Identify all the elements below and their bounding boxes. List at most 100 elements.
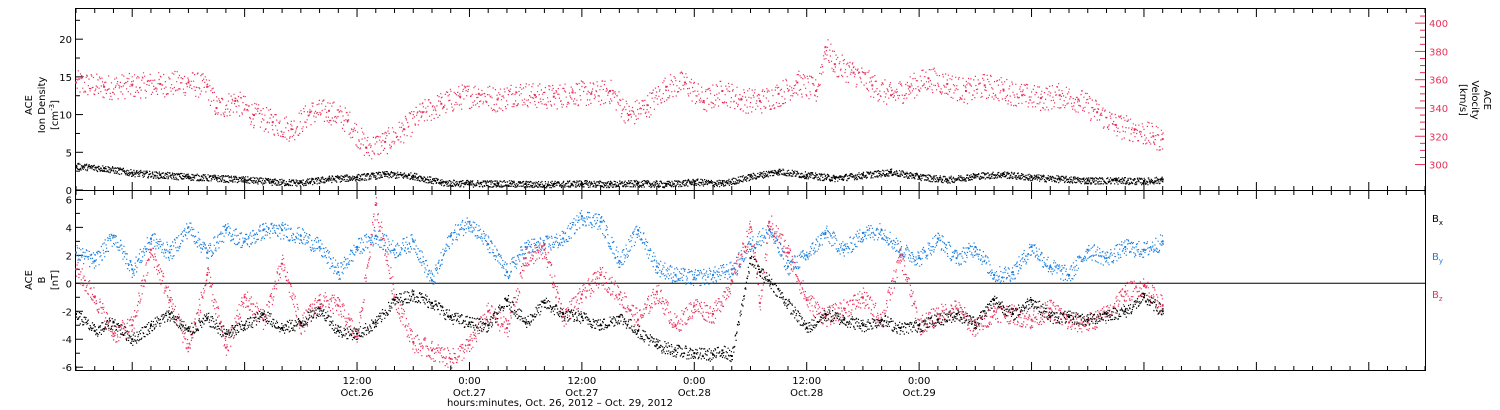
bx-point-57 — [1124, 310, 1127, 313]
bx-point-6 — [187, 329, 190, 332]
bz-point-38 — [768, 220, 771, 223]
velocity-point-56 — [1133, 128, 1136, 131]
x-tick-date-3: Oct.28 — [678, 388, 711, 399]
velocity-point-58 — [1161, 138, 1164, 141]
bz-point-0 — [75, 268, 77, 271]
bz-point-59 — [1161, 304, 1164, 307]
bx-point-53 — [1049, 315, 1052, 318]
b-axis-label-line1: ACE — [24, 270, 35, 290]
density-point-25 — [777, 170, 780, 173]
bx-point-23 — [505, 299, 508, 302]
velocity-point-54 — [1096, 111, 1099, 114]
velocity-point-20 — [477, 92, 480, 95]
by-point-48 — [974, 245, 977, 248]
bx-point-51 — [1011, 313, 1014, 316]
bx-point-55 — [1086, 318, 1089, 321]
density-point-15 — [496, 182, 499, 185]
bz-point-20 — [449, 357, 452, 360]
bz-point-45 — [899, 254, 902, 257]
velocity-point-30 — [665, 85, 668, 88]
by-point-27 — [580, 215, 583, 218]
bz-point-4 — [149, 248, 152, 251]
bz-point-30 — [637, 318, 640, 321]
x-tick-date-4: Oct.28 — [790, 388, 823, 399]
velocity-point-40 — [833, 63, 836, 66]
bz-point-27 — [580, 293, 583, 296]
bx-point-2 — [112, 321, 115, 324]
velocity-point-41 — [852, 71, 855, 74]
density-point-4 — [187, 175, 190, 178]
velocity-point-45 — [927, 77, 930, 80]
velocity-point-34 — [740, 98, 743, 101]
by-point-19 — [430, 279, 433, 282]
x-tick-date-1: Oct.27 — [453, 388, 486, 399]
density-point-39 — [1161, 178, 1164, 181]
bz-point-47 — [936, 313, 939, 316]
by-point-46 — [936, 237, 939, 240]
by-point-29 — [618, 259, 621, 262]
density-point-21 — [665, 182, 668, 185]
bz-point-11 — [281, 262, 284, 265]
by-point-3 — [131, 268, 134, 271]
bz-point-32 — [674, 324, 677, 327]
velocity-tick-label-5: 400 — [1429, 19, 1448, 30]
legend-by: By — [1432, 252, 1443, 265]
bz-point-7 — [206, 273, 209, 276]
velocity-point-16 — [402, 128, 405, 131]
velocity-tick-label-3: 360 — [1429, 76, 1448, 87]
by-point-53 — [1068, 273, 1071, 276]
bz-point-5 — [168, 299, 171, 302]
by-point-13 — [318, 245, 321, 248]
velocity-point-13 — [346, 119, 349, 122]
x-tick-time-4: 12:00 — [792, 376, 821, 387]
bx-point-31 — [655, 343, 658, 346]
velocity-point-24 — [552, 95, 555, 98]
density-point-28 — [861, 173, 864, 176]
by-point-22 — [487, 243, 490, 246]
by-scatter — [76, 210, 1164, 287]
by-point-31 — [655, 265, 658, 268]
density-tick-label-3: 15 — [59, 73, 72, 84]
density-axis-label-line1: ACE — [24, 95, 35, 115]
bz-point-24 — [524, 257, 527, 260]
by-point-32 — [674, 273, 677, 276]
density-point-38 — [1142, 179, 1145, 182]
by-point-10 — [262, 229, 265, 232]
b-tick-label-1: -4 — [62, 335, 72, 346]
velocity-tick-label-0: 300 — [1429, 161, 1448, 172]
by-point-20 — [449, 234, 452, 237]
velocity-point-44 — [908, 85, 911, 88]
density-axis-label: ACE Ion Density [cm-3] — [24, 77, 61, 134]
velocity-scatter — [76, 39, 1164, 160]
bx-point-47 — [936, 318, 939, 321]
b-tick-label-0: -6 — [62, 363, 72, 374]
density-point-36 — [1086, 179, 1089, 182]
bx-point-52 — [1030, 299, 1033, 302]
b-axis-label-unit: [nT] — [50, 270, 61, 290]
bx-point-59 — [1161, 310, 1164, 313]
bx-point-27 — [580, 315, 583, 318]
velocity-point-26 — [590, 92, 593, 95]
bx-point-18 — [412, 293, 415, 296]
velocity-point-55 — [1114, 123, 1117, 126]
velocity-point-1 — [103, 85, 106, 88]
velocity-point-4 — [187, 81, 190, 84]
by-point-36 — [749, 243, 752, 246]
velocity-point-29 — [646, 104, 649, 107]
by-point-14 — [337, 271, 340, 274]
velocity-point-50 — [1021, 94, 1024, 97]
density-point-29 — [890, 170, 893, 173]
top-panel-frame — [75, 8, 1426, 191]
density-tick-label-0: 0 — [66, 186, 72, 197]
x-tick-date-5: Oct.29 — [903, 388, 936, 399]
bx-point-12 — [299, 321, 302, 324]
x-tick-time-2: 12:00 — [567, 376, 596, 387]
velocity-point-21 — [496, 98, 499, 101]
density-point-31 — [946, 178, 949, 181]
b-tick-label-5: 4 — [66, 223, 72, 234]
velocity-point-53 — [1077, 98, 1080, 101]
bz-point-15 — [356, 335, 359, 338]
velocity-point-18 — [440, 102, 443, 105]
bz-point-50 — [993, 310, 996, 313]
